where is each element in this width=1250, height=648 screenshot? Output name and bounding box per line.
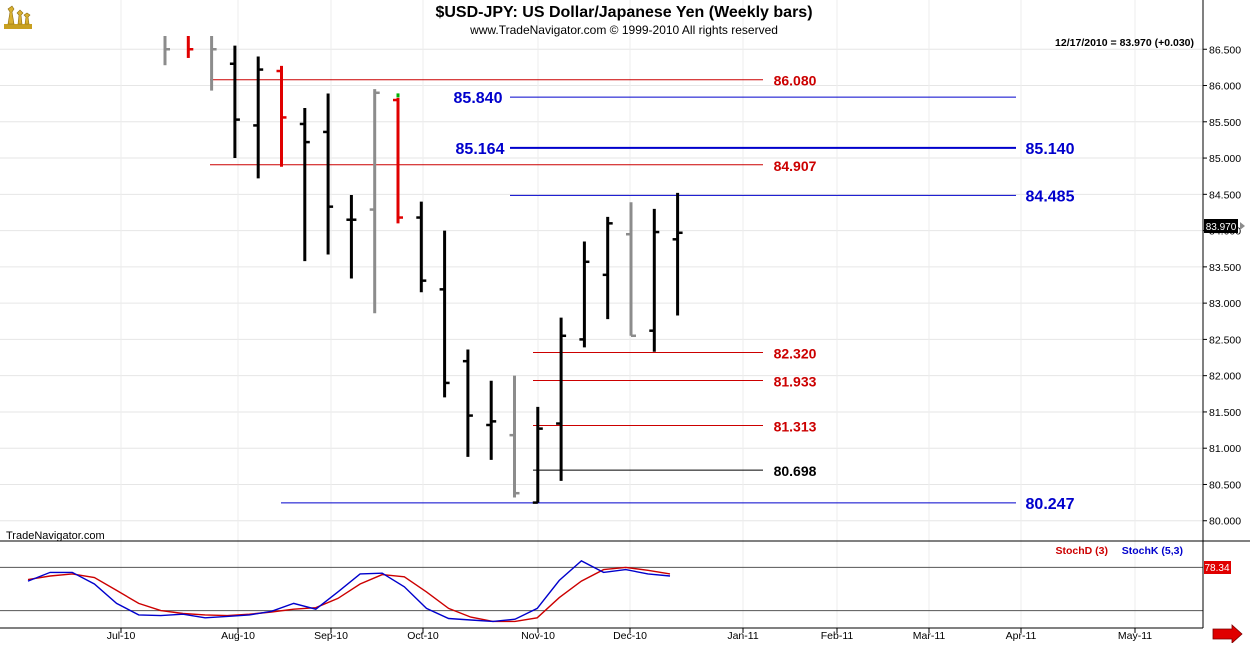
y-tick-label: 82.500 (1209, 334, 1241, 346)
x-tick-label: Dec-10 (613, 630, 647, 642)
ohlc-bar (416, 201, 427, 293)
x-tick-label: Aug-10 (221, 630, 255, 642)
x-tick-label: Mar-11 (913, 630, 946, 642)
level-lines: 86.080 85.840 85.164 85.140 84.907 84.485 82.3… (210, 73, 1075, 513)
legend-stochk: StochK (5,3) (1122, 545, 1183, 557)
y-tick-label: 81.000 (1209, 443, 1241, 455)
level-label: 85.840 (454, 90, 503, 107)
ohlc-bar (602, 216, 613, 320)
y-tick-label: 82.000 (1209, 371, 1241, 383)
level-label: 84.907 (774, 158, 817, 174)
y-tick-label: 81.500 (1209, 407, 1241, 419)
ohlc-bar (462, 349, 473, 457)
y-tick-label: 85.000 (1209, 153, 1241, 165)
ohlc-bars (163, 36, 683, 504)
x-tick-label: Nov-10 (521, 630, 555, 642)
level-label: 82.320 (774, 345, 817, 361)
level-label: 86.080 (774, 73, 817, 89)
y-tick-label: 86.500 (1209, 44, 1241, 56)
x-tick-label: May-11 (1118, 630, 1152, 642)
stoch-value-tag (1204, 561, 1231, 574)
level-label: 85.164 (456, 141, 505, 158)
stochastic-panel (0, 560, 1203, 623)
level-label: 80.247 (1026, 496, 1075, 513)
red-right-arrow-icon[interactable] (1212, 624, 1243, 644)
bar-marker (396, 93, 400, 98)
x-tick-label: Feb-11 (821, 630, 854, 642)
grid (0, 0, 1203, 628)
ohlc-bar (579, 241, 590, 348)
x-tick-label: Jul-10 (107, 630, 136, 642)
stoch-series-line (27, 566, 671, 623)
ohlc-bar (253, 56, 264, 179)
level-label: 81.313 (774, 419, 817, 435)
last-quote: 12/17/2010 = 83.970 (+0.030) (1055, 37, 1194, 49)
ohlc-bar (163, 36, 170, 66)
x-tick-label: Jan-11 (727, 630, 758, 642)
last-price-tag (1204, 219, 1238, 233)
ohlc-bar (556, 317, 567, 481)
ohlc-bar (393, 97, 403, 224)
x-tick-label: Sep-10 (314, 630, 348, 642)
level-label: 80.698 (774, 463, 817, 479)
ohlc-bar (229, 45, 240, 159)
ohlc-bar (369, 89, 380, 314)
watermark: TradeNavigator.com (6, 530, 105, 542)
ohlc-bar (186, 36, 194, 58)
y-tick-label: 85.500 (1209, 117, 1241, 129)
ohlc-bar (486, 380, 497, 460)
copyright-text: www.TradeNavigator.com © 1999-2010 All r… (469, 23, 778, 37)
y-axis: 80.000 80.500 81.000 81.500 82.000 82.500 83.0… (1203, 44, 1241, 528)
y-tick-label: 83.500 (1209, 262, 1241, 274)
stoch-series-line (27, 560, 671, 623)
y-tick-label: 84.500 (1209, 189, 1241, 201)
last-price-text: 83.970 (1206, 222, 1237, 233)
ohlc-bar (649, 208, 660, 352)
level-label: 85.140 (1026, 141, 1075, 158)
ohlc-bar (626, 202, 636, 338)
chart-title: $USD-JPY: US Dollar/Japanese Yen (Weekly… (435, 4, 812, 21)
ohlc-bar (672, 192, 683, 316)
price-tag-arrow-icon (1240, 222, 1245, 230)
y-tick-label: 80.500 (1209, 479, 1241, 491)
ohlc-bar (299, 108, 310, 262)
level-label: 81.933 (774, 374, 817, 390)
stoch-value-text: 78.34 (1204, 563, 1229, 574)
legend-stochd: StochD (3) (1056, 545, 1109, 557)
y-tick-label: 83.000 (1209, 298, 1241, 310)
ohlc-bar (210, 36, 217, 91)
ohlc-bar (439, 230, 450, 398)
y-tick-label: 86.000 (1209, 81, 1241, 93)
ohlc-bar (532, 406, 543, 504)
ohlc-bar (509, 375, 520, 498)
y-tick-label: 80.000 (1209, 516, 1241, 528)
chess-pieces-logo[interactable] (4, 5, 32, 29)
x-tick-label: Apr-11 (1006, 630, 1037, 642)
x-tick-label: Oct-10 (407, 630, 439, 642)
ohlc-bar (276, 65, 287, 167)
level-label: 84.485 (1026, 188, 1075, 205)
ohlc-bar (346, 195, 357, 279)
ohlc-bar (323, 93, 334, 255)
x-axis: Jul-10 Aug-10 Sep-10 Oct-10 Nov-10 Dec-10 Jan-… (107, 628, 1152, 642)
